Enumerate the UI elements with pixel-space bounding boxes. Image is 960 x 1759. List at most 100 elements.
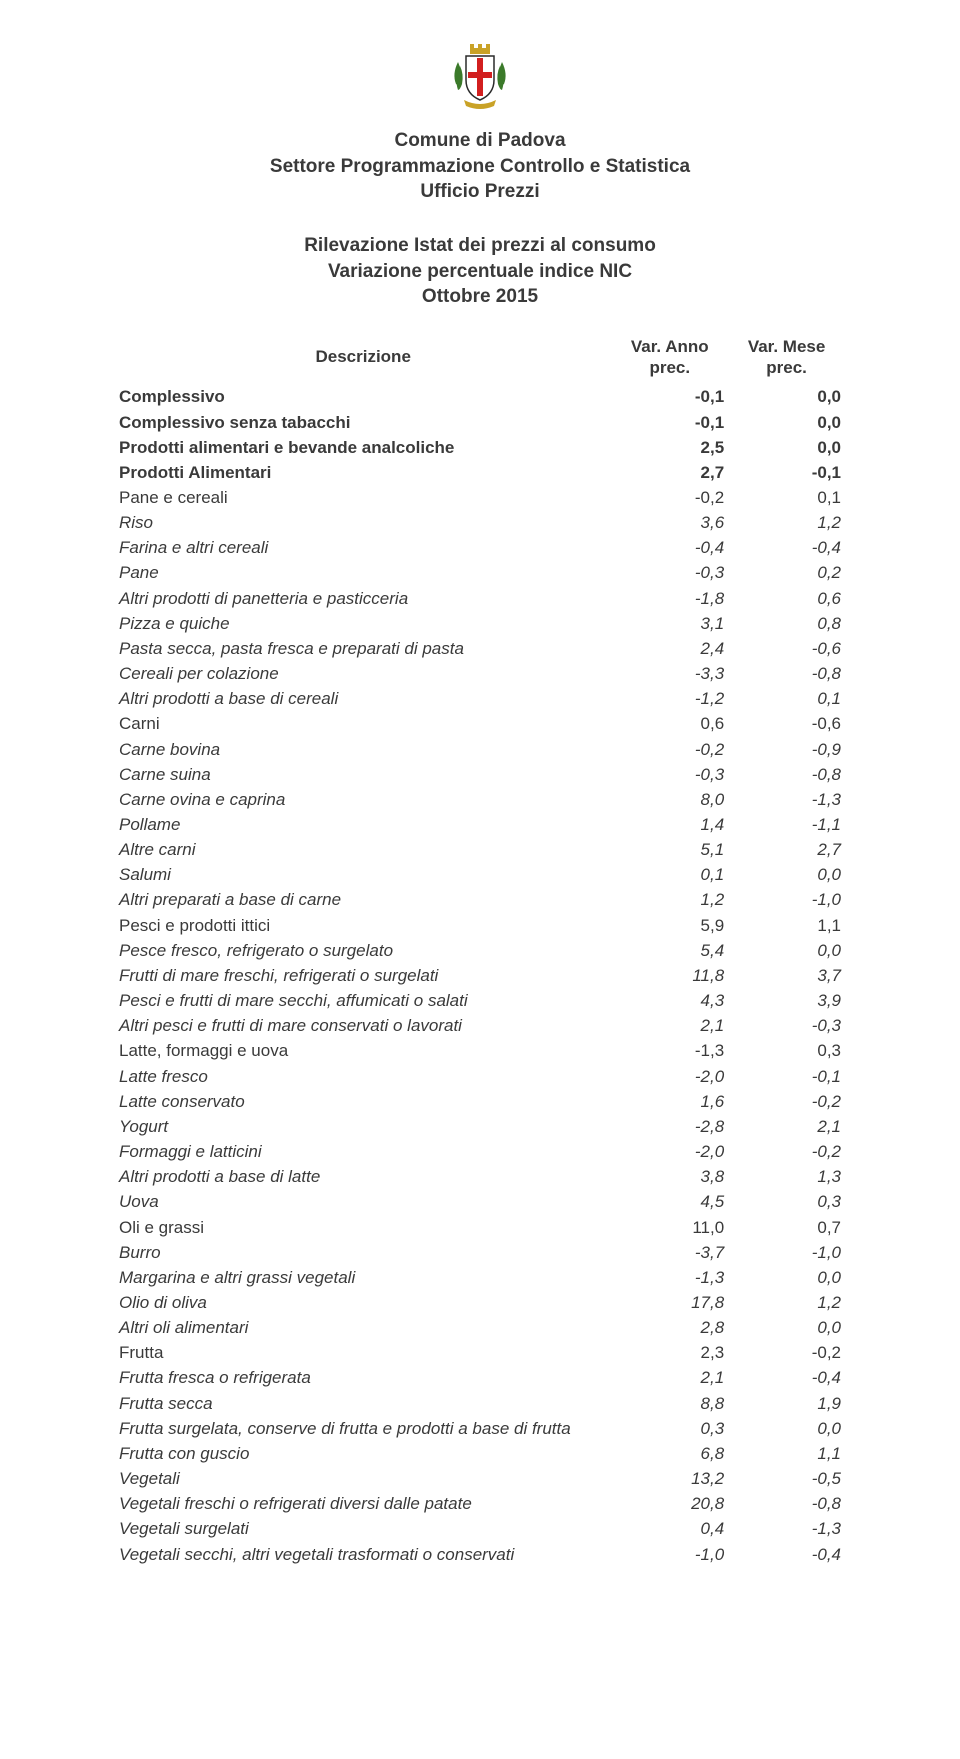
cell-var-mese: -1,3 xyxy=(728,1516,845,1541)
cell-description: Frutta surgelata, conserve di frutta e p… xyxy=(115,1416,611,1441)
cell-var-anno: -0,1 xyxy=(611,410,728,435)
table-row: Prodotti Alimentari2,7-0,1 xyxy=(115,460,845,485)
cell-var-anno: 11,8 xyxy=(611,963,728,988)
cell-description: Pane xyxy=(115,560,611,585)
table-row: Pane e cereali-0,20,1 xyxy=(115,485,845,510)
column-header-description: Descrizione xyxy=(115,336,611,385)
table-row: Altri prodotti a base di cereali-1,20,1 xyxy=(115,686,845,711)
cell-description: Altri pesci e frutti di mare conservati … xyxy=(115,1013,611,1038)
table-header-row: Descrizione Var. Anno prec. Var. Mese pr… xyxy=(115,336,845,385)
cell-var-anno: 0,1 xyxy=(611,862,728,887)
table-row: Frutta surgelata, conserve di frutta e p… xyxy=(115,1416,845,1441)
cell-description: Frutta con guscio xyxy=(115,1441,611,1466)
cell-var-mese: 0,3 xyxy=(728,1038,845,1063)
cell-var-anno: 0,3 xyxy=(611,1416,728,1441)
cell-var-mese: -0,9 xyxy=(728,737,845,762)
cell-var-mese: 0,0 xyxy=(728,862,845,887)
cell-var-anno: -0,2 xyxy=(611,485,728,510)
subheader-line-1: Rilevazione Istat dei prezzi al consumo xyxy=(115,233,845,259)
cell-var-anno: -1,3 xyxy=(611,1038,728,1063)
cell-description: Margarina e altri grassi vegetali xyxy=(115,1265,611,1290)
cell-var-mese: -0,4 xyxy=(728,1365,845,1390)
cell-var-mese: -0,5 xyxy=(728,1466,845,1491)
cell-var-mese: 0,0 xyxy=(728,1416,845,1441)
table-row: Salumi0,10,0 xyxy=(115,862,845,887)
price-table: Descrizione Var. Anno prec. Var. Mese pr… xyxy=(115,336,845,1567)
cell-var-mese: -0,6 xyxy=(728,636,845,661)
cell-var-mese: -0,2 xyxy=(728,1139,845,1164)
cell-var-mese: -0,3 xyxy=(728,1013,845,1038)
city-crest-icon xyxy=(448,40,512,112)
cell-description: Pollame xyxy=(115,812,611,837)
cell-var-anno: 1,4 xyxy=(611,812,728,837)
table-row: Carne suina-0,3-0,8 xyxy=(115,762,845,787)
table-row: Frutta fresca o refrigerata2,1-0,4 xyxy=(115,1365,845,1390)
cell-var-mese: -1,0 xyxy=(728,887,845,912)
cell-var-anno: -0,3 xyxy=(611,560,728,585)
cell-description: Frutti di mare freschi, refrigerati o su… xyxy=(115,963,611,988)
cell-description: Altri oli alimentari xyxy=(115,1315,611,1340)
cell-var-mese: 0,0 xyxy=(728,384,845,409)
cell-var-anno: 2,7 xyxy=(611,460,728,485)
cell-var-anno: 5,4 xyxy=(611,938,728,963)
table-row: Latte fresco-2,0-0,1 xyxy=(115,1064,845,1089)
cell-description: Altre carni xyxy=(115,837,611,862)
cell-var-anno: 2,1 xyxy=(611,1365,728,1390)
cell-description: Altri prodotti di panetteria e pasticcer… xyxy=(115,586,611,611)
table-row: Margarina e altri grassi vegetali-1,30,0 xyxy=(115,1265,845,1290)
table-row: Carne bovina-0,2-0,9 xyxy=(115,737,845,762)
cell-description: Riso xyxy=(115,510,611,535)
cell-var-anno: 5,9 xyxy=(611,913,728,938)
cell-var-mese: -0,1 xyxy=(728,460,845,485)
column-header-var-anno-l2: prec. xyxy=(615,357,724,378)
cell-description: Prodotti Alimentari xyxy=(115,460,611,485)
cell-description: Uova xyxy=(115,1189,611,1214)
table-row: Vegetali secchi, altri vegetali trasform… xyxy=(115,1542,845,1567)
cell-var-mese: 1,9 xyxy=(728,1391,845,1416)
cell-var-mese: -0,8 xyxy=(728,1491,845,1516)
table-row: Altri prodotti a base di latte3,81,3 xyxy=(115,1164,845,1189)
table-row: Complessivo-0,10,0 xyxy=(115,384,845,409)
cell-description: Farina e altri cereali xyxy=(115,535,611,560)
column-header-var-mese: Var. Mese prec. xyxy=(728,336,845,385)
table-row: Carni0,6-0,6 xyxy=(115,711,845,736)
cell-var-mese: 0,6 xyxy=(728,586,845,611)
table-row: Complessivo senza tabacchi-0,10,0 xyxy=(115,410,845,435)
table-row: Oli e grassi11,00,7 xyxy=(115,1215,845,1240)
header-line-1: Comune di Padova xyxy=(115,128,845,154)
cell-description: Burro xyxy=(115,1240,611,1265)
subheader-line-3: Ottobre 2015 xyxy=(115,284,845,310)
cell-var-mese: 3,7 xyxy=(728,963,845,988)
cell-var-anno: 0,6 xyxy=(611,711,728,736)
cell-var-mese: 0,2 xyxy=(728,560,845,585)
cell-var-mese: -0,8 xyxy=(728,661,845,686)
header-block: Comune di Padova Settore Programmazione … xyxy=(115,128,845,205)
table-row: Formaggi e latticini-2,0-0,2 xyxy=(115,1139,845,1164)
cell-var-anno: 13,2 xyxy=(611,1466,728,1491)
cell-var-anno: -1,8 xyxy=(611,586,728,611)
cell-var-anno: 1,6 xyxy=(611,1089,728,1114)
table-row: Cereali per colazione-3,3-0,8 xyxy=(115,661,845,686)
cell-var-anno: -0,1 xyxy=(611,384,728,409)
cell-var-mese: 0,7 xyxy=(728,1215,845,1240)
table-row: Vegetali freschi o refrigerati diversi d… xyxy=(115,1491,845,1516)
cell-description: Latte fresco xyxy=(115,1064,611,1089)
cell-description: Yogurt xyxy=(115,1114,611,1139)
cell-var-anno: 20,8 xyxy=(611,1491,728,1516)
cell-var-mese: 1,1 xyxy=(728,913,845,938)
table-row: Latte, formaggi e uova-1,30,3 xyxy=(115,1038,845,1063)
cell-var-anno: -1,0 xyxy=(611,1542,728,1567)
cell-var-mese: 0,1 xyxy=(728,686,845,711)
table-row: Frutti di mare freschi, refrigerati o su… xyxy=(115,963,845,988)
cell-var-mese: 0,0 xyxy=(728,410,845,435)
table-row: Vegetali surgelati0,4-1,3 xyxy=(115,1516,845,1541)
cell-var-mese: 1,3 xyxy=(728,1164,845,1189)
table-row: Frutta2,3-0,2 xyxy=(115,1340,845,1365)
table-row: Altri oli alimentari2,80,0 xyxy=(115,1315,845,1340)
cell-description: Frutta xyxy=(115,1340,611,1365)
cell-var-mese: -0,2 xyxy=(728,1089,845,1114)
table-row: Uova4,50,3 xyxy=(115,1189,845,1214)
table-row: Pesci e frutti di mare secchi, affumicat… xyxy=(115,988,845,1013)
cell-description: Vegetali freschi o refrigerati diversi d… xyxy=(115,1491,611,1516)
cell-description: Formaggi e latticini xyxy=(115,1139,611,1164)
